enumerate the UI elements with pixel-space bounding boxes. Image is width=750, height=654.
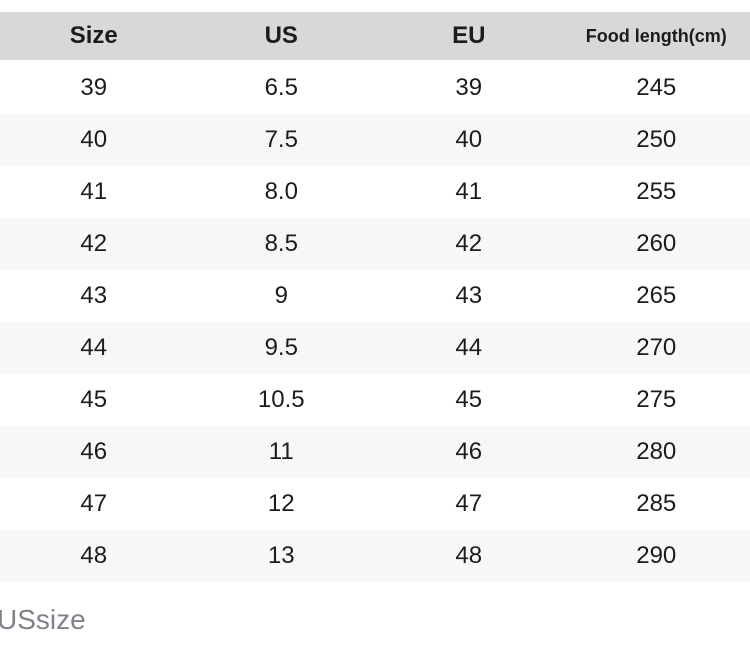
table-cell: 41 — [455, 178, 483, 205]
table-row: 48 13 48 290 — [0, 530, 750, 582]
table-header-row: Size US EU Food length(cm) — [0, 12, 750, 60]
size-chart-table: Size US EU Food length(cm) 39 6.5 39 245 40 7.5 4… — [0, 12, 750, 582]
table-cell: 260 — [636, 230, 677, 257]
table-cell: 245 — [636, 74, 677, 101]
table-cell: 11 — [268, 438, 294, 465]
table-cell: 7.5 — [264, 126, 298, 153]
table-cell: 39 — [80, 74, 108, 101]
table-cell: 46 — [455, 438, 483, 465]
table-cell: 44 — [80, 334, 108, 361]
table-cell: 42 — [455, 230, 483, 257]
table-cell: 8.0 — [264, 178, 298, 205]
table-cell: 48 — [455, 542, 483, 569]
table-row: 40 7.5 40 250 — [0, 114, 750, 166]
table-body: 39 6.5 39 245 40 7.5 40 250 41 8.0 41 255 42 8.5 42 260… — [0, 62, 750, 582]
table-cell: 13 — [267, 542, 295, 569]
table-cell: 290 — [636, 542, 677, 569]
table-row: 47 12 47 285 — [0, 478, 750, 530]
table-cell: 270 — [636, 334, 677, 361]
table-row: 44 9.5 44 270 — [0, 322, 750, 374]
table-cell: 47 — [80, 490, 108, 517]
table-row: 45 10.5 45 275 — [0, 374, 750, 426]
table-cell: 41 — [80, 178, 108, 205]
size-chart-page: Size US EU Food length(cm) 39 6.5 39 245 40 7.5 4… — [0, 12, 750, 635]
us-size-label: USsize — [0, 604, 86, 635]
table-cell: 285 — [636, 490, 677, 517]
column-header-foot-length: Food length(cm) — [585, 25, 727, 46]
column-header-us: US — [264, 22, 298, 49]
table-cell: 255 — [636, 178, 677, 205]
table-row: 42 8.5 42 260 — [0, 218, 750, 270]
column-header-eu: EU — [452, 22, 486, 49]
table-cell: 9 — [274, 282, 288, 309]
table-row: 46 11 46 280 — [0, 426, 750, 478]
table-cell: 6.5 — [264, 74, 298, 101]
table-cell: 10.5 — [257, 386, 305, 413]
table-cell: 42 — [80, 230, 108, 257]
table-cell: 9.5 — [264, 334, 298, 361]
table-cell: 48 — [80, 542, 108, 569]
table-cell: 280 — [636, 438, 677, 465]
table-cell: 47 — [455, 490, 483, 517]
table-row: 41 8.0 41 255 — [0, 166, 750, 218]
table-cell: 43 — [455, 282, 483, 309]
table-cell: 45 — [80, 386, 108, 413]
table-cell: 40 — [80, 126, 108, 153]
table-cell: 43 — [80, 282, 108, 309]
table-cell: 250 — [636, 126, 677, 153]
table-cell: 265 — [636, 282, 677, 309]
table-cell: 45 — [455, 386, 483, 413]
column-header-size: Size — [69, 22, 118, 49]
table-cell: 44 — [455, 334, 483, 361]
table-cell: 8.5 — [264, 230, 298, 257]
table-cell: 12 — [267, 490, 295, 517]
table-cell: 275 — [636, 386, 677, 413]
table-cell: 40 — [455, 126, 483, 153]
table-cell: 39 — [455, 74, 483, 101]
table-row: 43 9 43 265 — [0, 270, 750, 322]
table-row: 39 6.5 39 245 — [0, 62, 750, 114]
table-cell: 46 — [80, 438, 108, 465]
